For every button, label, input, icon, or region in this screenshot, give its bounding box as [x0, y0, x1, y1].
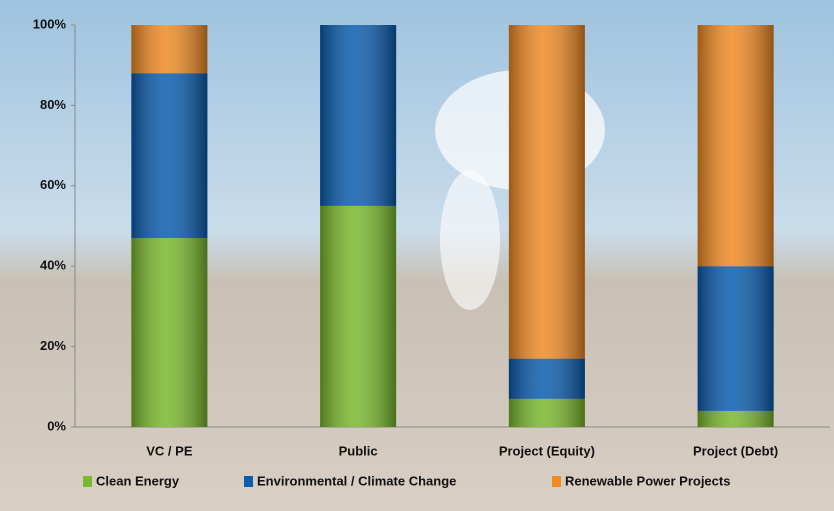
- x-tick-label: VC / PE: [146, 443, 193, 458]
- x-tick-label: Public: [339, 443, 378, 458]
- steam: [440, 170, 500, 310]
- y-tick-label: 40%: [40, 258, 66, 273]
- legend-label: Environmental / Climate Change: [257, 473, 456, 488]
- bar-segment: [320, 205, 397, 427]
- legend-swatch: [83, 476, 92, 487]
- bar-segment: [131, 238, 208, 427]
- legend-swatch: [552, 476, 561, 487]
- bar-segment: [697, 410, 774, 427]
- bar-segment: [697, 25, 774, 267]
- bar-segment: [508, 398, 585, 427]
- y-tick-label: 100%: [33, 16, 67, 31]
- bar-segment: [697, 266, 774, 411]
- legend-label: Renewable Power Projects: [565, 473, 730, 488]
- y-tick-label: 80%: [40, 97, 66, 112]
- y-tick-label: 0%: [47, 418, 66, 433]
- bar-segment: [508, 25, 585, 359]
- legend-label: Clean Energy: [96, 473, 180, 488]
- bar-segment: [508, 358, 585, 399]
- legend-swatch: [244, 476, 253, 487]
- x-tick-label: Project (Equity): [499, 443, 595, 458]
- bar-segment: [131, 73, 208, 239]
- bar-segment: [131, 25, 208, 74]
- y-tick-label: 20%: [40, 338, 66, 353]
- y-tick-label: 60%: [40, 177, 66, 192]
- x-tick-label: Project (Debt): [693, 443, 778, 458]
- bar-segment: [320, 25, 397, 206]
